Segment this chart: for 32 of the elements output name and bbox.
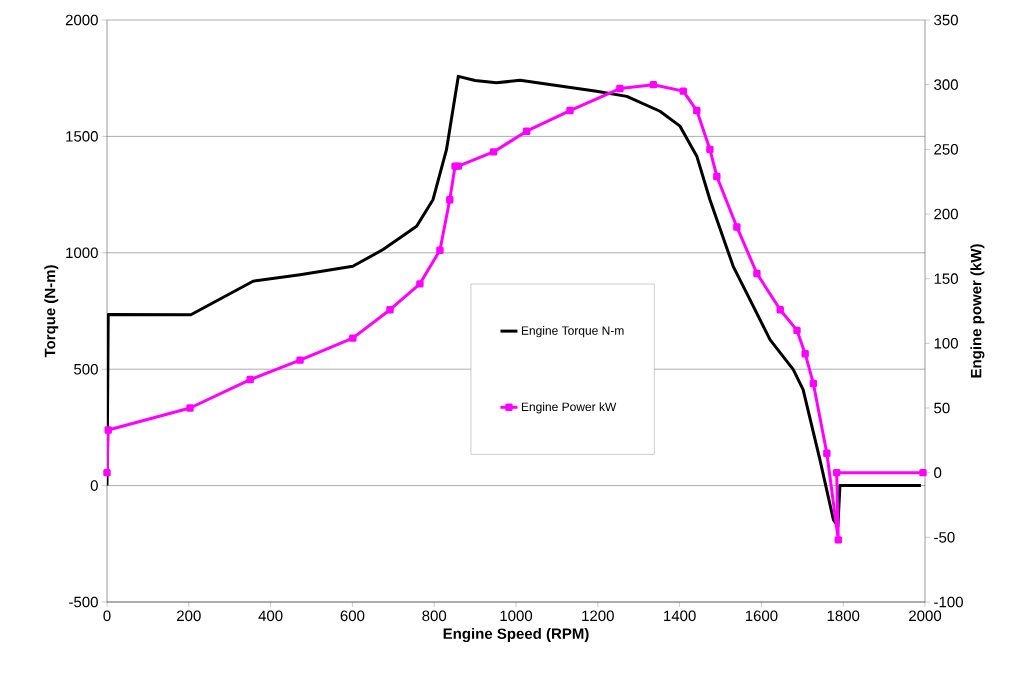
y2-tick-label: 150 (934, 273, 958, 284)
x-tick-label: 0 (103, 610, 111, 622)
x-tick-label: 200 (177, 610, 201, 622)
y-tick-label: 2000 (65, 14, 98, 26)
y2-tick-label: 200 (934, 208, 958, 220)
y-tick-label: 0 (90, 480, 98, 491)
x-tick-label: 600 (340, 610, 365, 622)
y-tick-label: 500 (74, 363, 98, 375)
y2-tick-label: 100 (934, 338, 958, 349)
y2-tick-label: 350 (934, 14, 958, 26)
x-tick-label: 1000 (500, 610, 533, 622)
legend-label: Engine Power kW (521, 402, 617, 414)
x-tick-label: 1800 (827, 610, 860, 622)
y2-axis-title: Engine power (kW) (970, 244, 985, 378)
y2-tick-label: -50 (934, 532, 955, 543)
x-tick-label: 1600 (745, 610, 778, 622)
x-tick-label: 800 (422, 610, 447, 622)
y-axis-title: Torque (N-m) (44, 265, 59, 358)
y2-tick-label: 50 (934, 402, 950, 414)
y2-tick-label: 0 (934, 467, 942, 478)
x-tick-label: 400 (258, 610, 283, 622)
y2-tick-label: 300 (934, 79, 958, 90)
x-tick-label: 2000 (909, 610, 942, 622)
x-tick-label: 1400 (664, 610, 696, 622)
legend-label: Engine Torque N-m (521, 326, 624, 338)
y2-tick-label: -100 (934, 596, 963, 608)
x-axis-title: Engine Speed (RPM) (443, 627, 589, 643)
y-tick-label: -500 (69, 596, 98, 608)
y-tick-label: 1500 (66, 131, 98, 142)
y-tick-label: 1000 (66, 247, 98, 259)
y2-tick-label: 250 (934, 144, 958, 155)
x-tick-label: 1200 (582, 610, 614, 622)
